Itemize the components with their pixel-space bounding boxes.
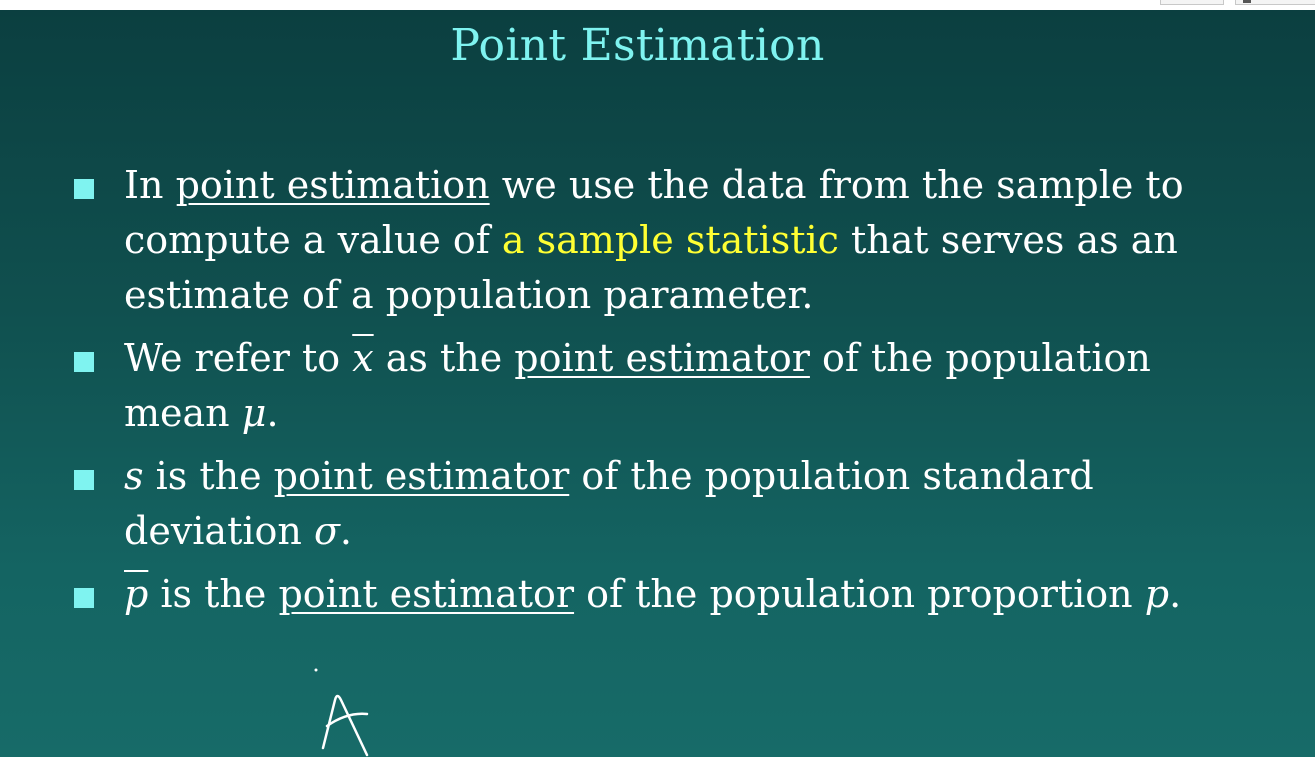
bullet-1: In point estimation we use the data from… [74,158,1254,323]
bullet-3-post: of the population standard deviation [124,454,1094,553]
bullet-1-post: that serves as an estimate of a populati… [124,218,1178,317]
bullet-4-end: . [1169,572,1182,616]
slide-title: Point Estimation [450,20,825,71]
bullet-3-mid: is the [143,454,274,498]
p-symbol: p [1144,572,1170,616]
bullet-3-end: . [339,509,352,553]
square-bullet-icon [74,352,94,372]
bullet-1-highlight: a sample statistic [501,218,839,262]
bullet-1-mid: we use the data from the sample to compu… [124,163,1184,262]
bullet-2: We refer to x as the point estimator of … [74,331,1254,441]
bullet-2-mid: as the [373,336,515,380]
p-bar-symbol: p [124,572,149,616]
bullet-2-end: . [266,391,279,435]
bullet-1-pre: In [124,163,176,207]
bullet-3: s is the point estimator of the populati… [74,449,1254,559]
s-symbol: s [124,454,144,498]
window-top-bar [0,0,1315,10]
bullet-list: In point estimation we use the data from… [74,158,1254,630]
bullet-4-term: point estimator [278,572,575,616]
bullet-4-post: of the population proportion [574,572,1145,616]
square-bullet-icon [74,179,94,199]
bullet-2-post: of the population mean [124,336,1151,435]
bullet-4-mid: is the [148,572,279,616]
toolbar-box-2[interactable] [1235,0,1315,5]
toolbar-icon [1243,0,1251,3]
toolbar-box[interactable] [1160,0,1224,5]
handwritten-a-annotation [314,668,369,757]
sigma-symbol: σ [313,509,340,553]
square-bullet-icon [74,588,94,608]
bullet-2-term: point estimator [514,336,810,380]
bullet-3-term: point estimator [273,454,570,498]
bullet-2-pre: We refer to [124,336,353,380]
bullet-1-term: point estimation [175,163,490,207]
slide: Point Estimation In point estimation we … [0,10,1315,757]
mu-symbol: μ [241,391,267,435]
square-bullet-icon [74,470,94,490]
x-bar-symbol: x [352,336,374,380]
bullet-4: p is the point estimator of the populati… [74,567,1254,622]
